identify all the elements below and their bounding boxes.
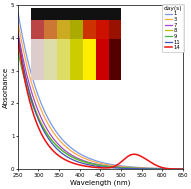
1 — [46, 115, 48, 118]
Line: 1: 1 — [18, 11, 183, 169]
Line: 8: 8 — [18, 41, 183, 169]
Legend: 1, 3, 7, 8, 9, 11, 14: 1, 3, 7, 8, 9, 11, 14 — [162, 4, 184, 52]
3 — [127, 166, 129, 168]
3 — [114, 165, 116, 167]
11 — [182, 168, 184, 170]
9 — [46, 133, 48, 135]
Line: 11: 11 — [18, 34, 183, 169]
7 — [17, 30, 19, 32]
7 — [91, 162, 94, 164]
14 — [91, 166, 94, 168]
3 — [141, 167, 143, 169]
X-axis label: Wavelength (nm): Wavelength (nm) — [70, 180, 131, 186]
11 — [59, 151, 62, 153]
1 — [141, 167, 143, 169]
9 — [17, 50, 19, 52]
1 — [127, 166, 129, 168]
7 — [59, 145, 62, 147]
3 — [17, 20, 19, 22]
3 — [182, 168, 184, 170]
14 — [59, 156, 62, 158]
1 — [17, 10, 19, 12]
Y-axis label: Absorbance: Absorbance — [3, 66, 9, 108]
11 — [91, 164, 94, 167]
11 — [141, 168, 143, 170]
7 — [141, 167, 143, 170]
1 — [91, 159, 94, 161]
11 — [17, 33, 19, 36]
Line: 9: 9 — [18, 51, 183, 169]
8 — [59, 148, 62, 150]
1 — [114, 164, 116, 166]
14 — [182, 168, 184, 170]
8 — [17, 40, 19, 42]
14 — [17, 36, 19, 39]
7 — [127, 167, 129, 169]
14 — [127, 155, 129, 157]
1 — [182, 168, 184, 170]
3 — [46, 121, 48, 123]
8 — [182, 168, 184, 170]
8 — [91, 163, 94, 165]
9 — [182, 168, 184, 170]
3 — [91, 160, 94, 162]
Line: 14: 14 — [18, 38, 183, 169]
11 — [114, 167, 116, 169]
3 — [59, 140, 62, 142]
8 — [141, 167, 143, 170]
9 — [141, 167, 143, 170]
7 — [46, 128, 48, 130]
9 — [59, 148, 62, 150]
14 — [46, 142, 48, 144]
14 — [141, 156, 143, 158]
7 — [114, 166, 116, 168]
8 — [114, 166, 116, 168]
Line: 7: 7 — [18, 31, 183, 169]
1 — [59, 136, 62, 138]
7 — [182, 168, 184, 170]
11 — [127, 167, 129, 170]
9 — [114, 166, 116, 168]
8 — [127, 167, 129, 169]
14 — [114, 165, 116, 167]
9 — [91, 163, 94, 165]
Line: 3: 3 — [18, 21, 183, 169]
8 — [46, 132, 48, 134]
9 — [127, 167, 129, 169]
11 — [46, 135, 48, 138]
